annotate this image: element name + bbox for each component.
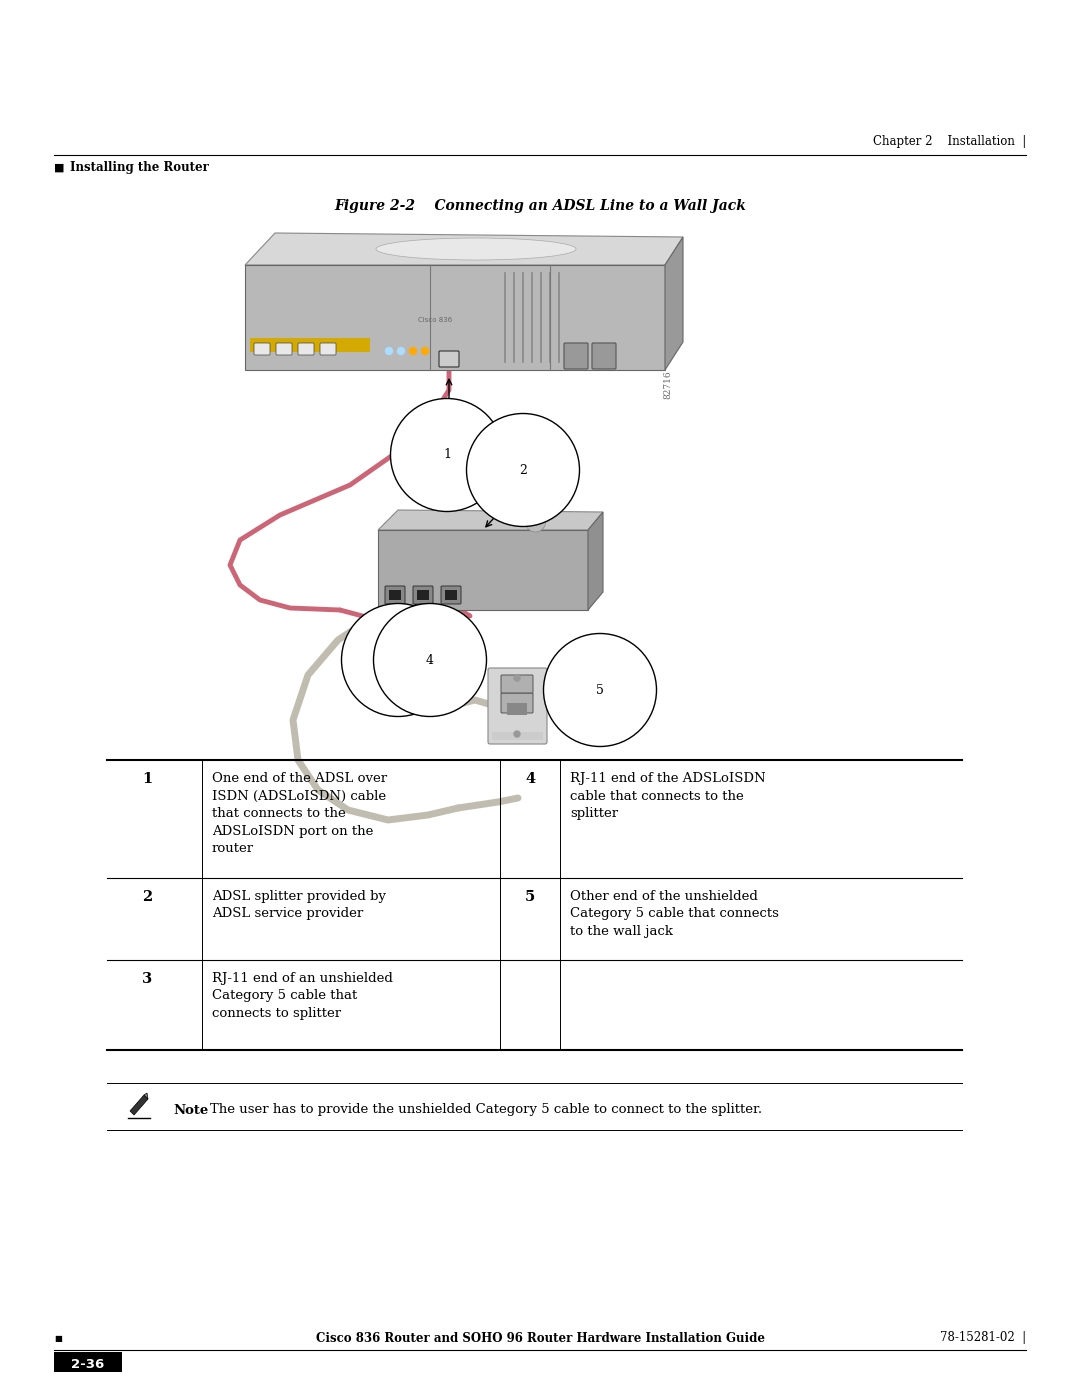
Text: The user has to provide the unshielded Category 5 cable to connect to the splitt: The user has to provide the unshielded C…	[210, 1104, 762, 1116]
FancyBboxPatch shape	[507, 703, 527, 715]
Text: Note: Note	[173, 1104, 208, 1116]
Circle shape	[397, 348, 405, 355]
Circle shape	[526, 511, 545, 532]
FancyBboxPatch shape	[413, 585, 433, 604]
Circle shape	[514, 731, 519, 738]
Text: RJ-11 end of the ADSLoISDN
cable that connects to the
splitter: RJ-11 end of the ADSLoISDN cable that co…	[570, 773, 766, 820]
Text: 4: 4	[525, 773, 535, 787]
Circle shape	[421, 348, 429, 355]
Text: 5: 5	[596, 683, 604, 697]
FancyBboxPatch shape	[245, 265, 665, 370]
Text: Cisco 836 Router and SOHO 96 Router Hardware Installation Guide: Cisco 836 Router and SOHO 96 Router Hard…	[315, 1331, 765, 1344]
FancyBboxPatch shape	[378, 529, 588, 610]
Text: 1: 1	[141, 773, 152, 787]
FancyBboxPatch shape	[54, 1352, 122, 1372]
Polygon shape	[245, 233, 683, 265]
FancyBboxPatch shape	[492, 732, 543, 740]
Polygon shape	[144, 1092, 148, 1099]
Text: 2: 2	[141, 890, 152, 904]
Text: Installing the Router: Installing the Router	[70, 162, 208, 175]
FancyBboxPatch shape	[501, 675, 534, 693]
Text: ADSL splitter provided by
ADSL service provider: ADSL splitter provided by ADSL service p…	[212, 890, 386, 921]
FancyBboxPatch shape	[254, 344, 270, 355]
FancyBboxPatch shape	[320, 344, 336, 355]
FancyBboxPatch shape	[445, 590, 457, 599]
Text: 2-36: 2-36	[71, 1358, 105, 1370]
FancyBboxPatch shape	[438, 351, 459, 367]
Text: ■: ■	[54, 1334, 62, 1343]
Polygon shape	[588, 511, 603, 610]
FancyBboxPatch shape	[417, 590, 429, 599]
FancyBboxPatch shape	[276, 344, 292, 355]
Text: 82716: 82716	[663, 370, 673, 400]
Circle shape	[514, 675, 519, 680]
Circle shape	[386, 348, 392, 355]
FancyBboxPatch shape	[298, 344, 314, 355]
Text: One end of the ADSL over
ISDN (ADSLoISDN) cable
that connects to the
ADSLoISDN p: One end of the ADSL over ISDN (ADSLoISDN…	[212, 773, 387, 855]
Text: 78-15281-02  |: 78-15281-02 |	[940, 1331, 1026, 1344]
Polygon shape	[130, 1095, 148, 1115]
Text: 1: 1	[443, 448, 451, 461]
Text: 2: 2	[519, 464, 527, 476]
Text: 3: 3	[394, 654, 402, 666]
Circle shape	[409, 348, 417, 355]
Text: Chapter 2    Installation  |: Chapter 2 Installation |	[873, 136, 1026, 148]
Text: 5: 5	[525, 890, 535, 904]
Text: ■: ■	[54, 163, 65, 173]
FancyBboxPatch shape	[564, 344, 588, 369]
FancyBboxPatch shape	[249, 338, 370, 352]
Polygon shape	[378, 510, 603, 529]
FancyBboxPatch shape	[384, 585, 405, 604]
Text: 3: 3	[141, 972, 152, 986]
Text: RJ-11 end of an unshielded
Category 5 cable that
connects to splitter: RJ-11 end of an unshielded Category 5 ca…	[212, 972, 393, 1020]
Polygon shape	[665, 237, 683, 370]
FancyBboxPatch shape	[592, 344, 616, 369]
FancyBboxPatch shape	[389, 590, 401, 599]
Ellipse shape	[376, 237, 576, 260]
Text: 4: 4	[426, 654, 434, 666]
FancyBboxPatch shape	[441, 585, 461, 604]
Text: Cisco 836: Cisco 836	[418, 317, 453, 323]
FancyBboxPatch shape	[501, 693, 534, 712]
FancyBboxPatch shape	[488, 668, 546, 745]
Text: Figure 2-2    Connecting an ADSL Line to a Wall Jack: Figure 2-2 Connecting an ADSL Line to a …	[334, 198, 746, 212]
Text: Other end of the unshielded
Category 5 cable that connects
to the wall jack: Other end of the unshielded Category 5 c…	[570, 890, 779, 937]
